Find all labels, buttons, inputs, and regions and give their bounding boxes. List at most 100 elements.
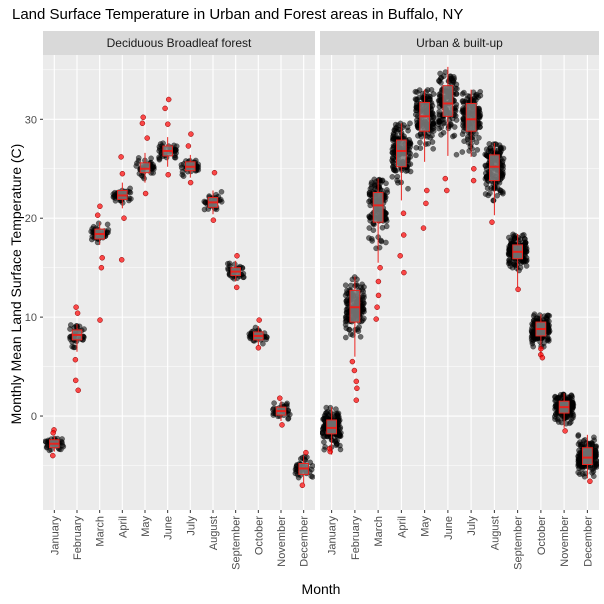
outlier-point [97,317,103,323]
data-point [477,89,484,95]
data-point [349,332,356,338]
outlier-point [50,430,56,436]
data-point [591,434,597,441]
data-point [461,89,467,96]
y-tick-label: 20 [25,213,37,225]
data-point [389,173,396,180]
data-point [336,430,343,437]
month-group [88,220,112,246]
data-point [544,336,551,342]
data-point [367,185,374,192]
month-group [412,87,437,162]
outlier-point [562,428,568,434]
x-tick-label: August [489,516,501,550]
month-group [575,432,599,480]
x-tick-label: May [420,516,432,537]
data-point [104,221,111,228]
data-point [545,312,551,319]
outlier-point [539,354,546,361]
y-tick-label: 30 [25,114,37,126]
data-point [427,134,434,141]
month-group [246,324,270,347]
data-point [323,404,330,411]
data-point [475,113,482,120]
data-point [379,177,385,184]
outlier-point [373,316,379,322]
chart-title: Land Surface Temperature in Urban and Fo… [12,6,463,23]
data-point [383,239,389,246]
panel-background [43,55,315,510]
month-group [43,435,67,454]
data-point [430,110,436,117]
outlier-point [444,187,450,194]
outlier-point [118,257,125,263]
data-point [389,159,396,165]
data-point [471,151,477,157]
data-point [320,429,326,436]
data-point [421,96,427,102]
data-point [225,265,231,272]
outlier-point [139,120,146,127]
data-point [359,286,366,293]
data-point [459,131,466,137]
x-tick-label: December [582,516,594,567]
month-group [435,66,460,158]
data-point [453,117,460,123]
month-group [482,141,507,216]
data-point [378,238,385,245]
data-point [476,134,482,141]
data-point [568,419,574,425]
data-point [81,326,87,332]
outlier-point [256,317,262,323]
data-point [150,162,156,168]
month-group [320,404,344,455]
outlier-point [471,166,477,172]
data-point [271,400,277,406]
month-group [110,182,134,209]
month-group [270,400,293,422]
data-point [342,282,349,289]
outlier-point [121,215,127,221]
data-point [460,107,467,114]
outlier-point [72,377,79,384]
data-point [354,283,360,289]
data-point [436,125,442,132]
data-point [424,87,431,93]
outlier-point [351,367,358,374]
x-tick-label: April [117,516,129,538]
data-point [357,333,364,340]
data-point [179,171,186,178]
data-point [370,227,377,233]
data-point [576,465,582,472]
outlier-point [470,177,477,184]
data-point [44,443,50,450]
data-point [337,446,344,453]
outlier-point [587,478,593,485]
x-tick-label: March [95,516,107,547]
data-point [95,220,102,227]
data-point [575,433,582,439]
outlier-point [73,304,79,310]
month-group [292,453,315,484]
data-point [111,193,117,200]
data-point [392,167,399,174]
data-point [440,120,447,127]
data-point [506,234,512,241]
month-group [389,120,414,201]
x-tick-label: November [276,516,288,567]
outlier-point [118,154,124,160]
month-group [528,311,553,357]
outlier-point [489,219,495,225]
data-point [140,173,146,180]
data-point [465,139,472,146]
outlier-point [401,269,407,276]
data-point [460,122,466,129]
data-point [218,188,225,195]
outlier-point [442,175,449,182]
data-point [413,152,419,159]
data-point [589,469,595,476]
data-point [394,173,401,180]
data-point [342,334,349,341]
x-tick-label: June [443,516,455,540]
data-point [482,191,489,197]
